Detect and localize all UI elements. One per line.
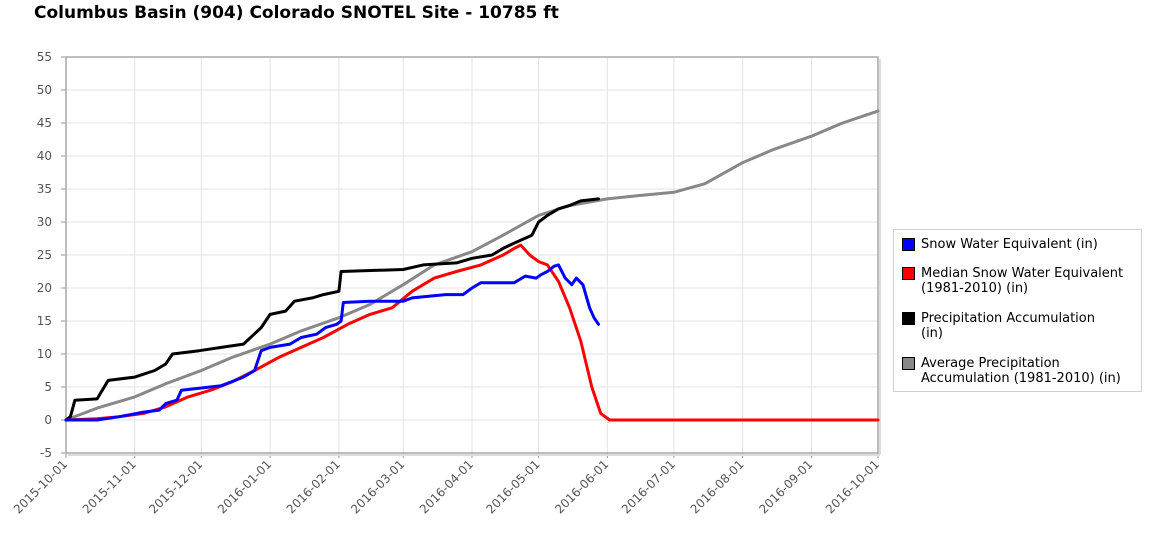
series-median-swe-line bbox=[64, 243, 880, 422]
legend-label: Snow Water Equivalent (in) bbox=[921, 237, 1098, 252]
legend-swatch bbox=[902, 312, 915, 325]
y-tick-label: 30 bbox=[37, 215, 52, 229]
series-swe-line bbox=[64, 263, 600, 422]
y-tick-label: 0 bbox=[44, 413, 52, 427]
legend-label-line2: (in) bbox=[921, 326, 943, 341]
x-tick-label: 2016-07-01 bbox=[619, 457, 678, 516]
legend-label-line2: Accumulation (1981-2010) (in) bbox=[921, 371, 1121, 386]
legend-swatch bbox=[902, 357, 915, 370]
grid bbox=[65, 56, 879, 454]
x-tick-label: 2015-10-01 bbox=[11, 457, 70, 516]
x-tick-label: 2016-10-01 bbox=[823, 457, 882, 516]
x-tick-label: 2016-02-01 bbox=[284, 457, 343, 516]
legend-swatch bbox=[902, 238, 915, 251]
y-tick-label: 40 bbox=[37, 149, 52, 163]
y-tick-label: -5 bbox=[40, 446, 52, 460]
y-tick-label: 35 bbox=[37, 182, 52, 196]
axes bbox=[61, 56, 881, 458]
x-tick-label: 2016-01-01 bbox=[215, 457, 274, 516]
x-tick-label: 2015-11-01 bbox=[80, 457, 139, 516]
plot-border bbox=[65, 56, 879, 454]
x-tick-label: 2016-08-01 bbox=[688, 457, 747, 516]
x-tick-label: 2016-05-01 bbox=[483, 457, 542, 516]
x-tick-label: 2016-06-01 bbox=[552, 457, 611, 516]
y-tick-label: 50 bbox=[37, 83, 52, 97]
legend-label: Precipitation Accumulation bbox=[921, 311, 1095, 326]
y-tick-label: 15 bbox=[37, 314, 52, 328]
legend-swatch bbox=[902, 267, 915, 280]
y-tick-label: 20 bbox=[37, 281, 52, 295]
legend: Snow Water Equivalent (in) Median Snow W… bbox=[893, 229, 1142, 392]
y-tick-label: 25 bbox=[37, 248, 52, 262]
series-avg-precip-line bbox=[64, 109, 880, 422]
series-precip-line bbox=[64, 197, 600, 422]
chart-title: Columbus Basin (904) Colorado SNOTEL Sit… bbox=[34, 3, 559, 23]
legend-label-line2: (1981-2010) (in) bbox=[921, 281, 1029, 296]
y-tick-label: 5 bbox=[44, 380, 52, 394]
x-tick-label: 2015-12-01 bbox=[146, 457, 205, 516]
series-layer bbox=[64, 109, 880, 422]
x-tick-label: 2016-04-01 bbox=[417, 457, 476, 516]
y-tick-label: 10 bbox=[37, 347, 52, 361]
legend-label: Median Snow Water Equivalent bbox=[921, 266, 1124, 281]
y-tick-label: 45 bbox=[37, 116, 52, 130]
x-tick-label: 2016-03-01 bbox=[348, 457, 407, 516]
legend-label: Average Precipitation bbox=[921, 356, 1060, 371]
x-tick-label: 2016-09-01 bbox=[756, 457, 815, 516]
y-tick-label: 55 bbox=[37, 50, 52, 64]
